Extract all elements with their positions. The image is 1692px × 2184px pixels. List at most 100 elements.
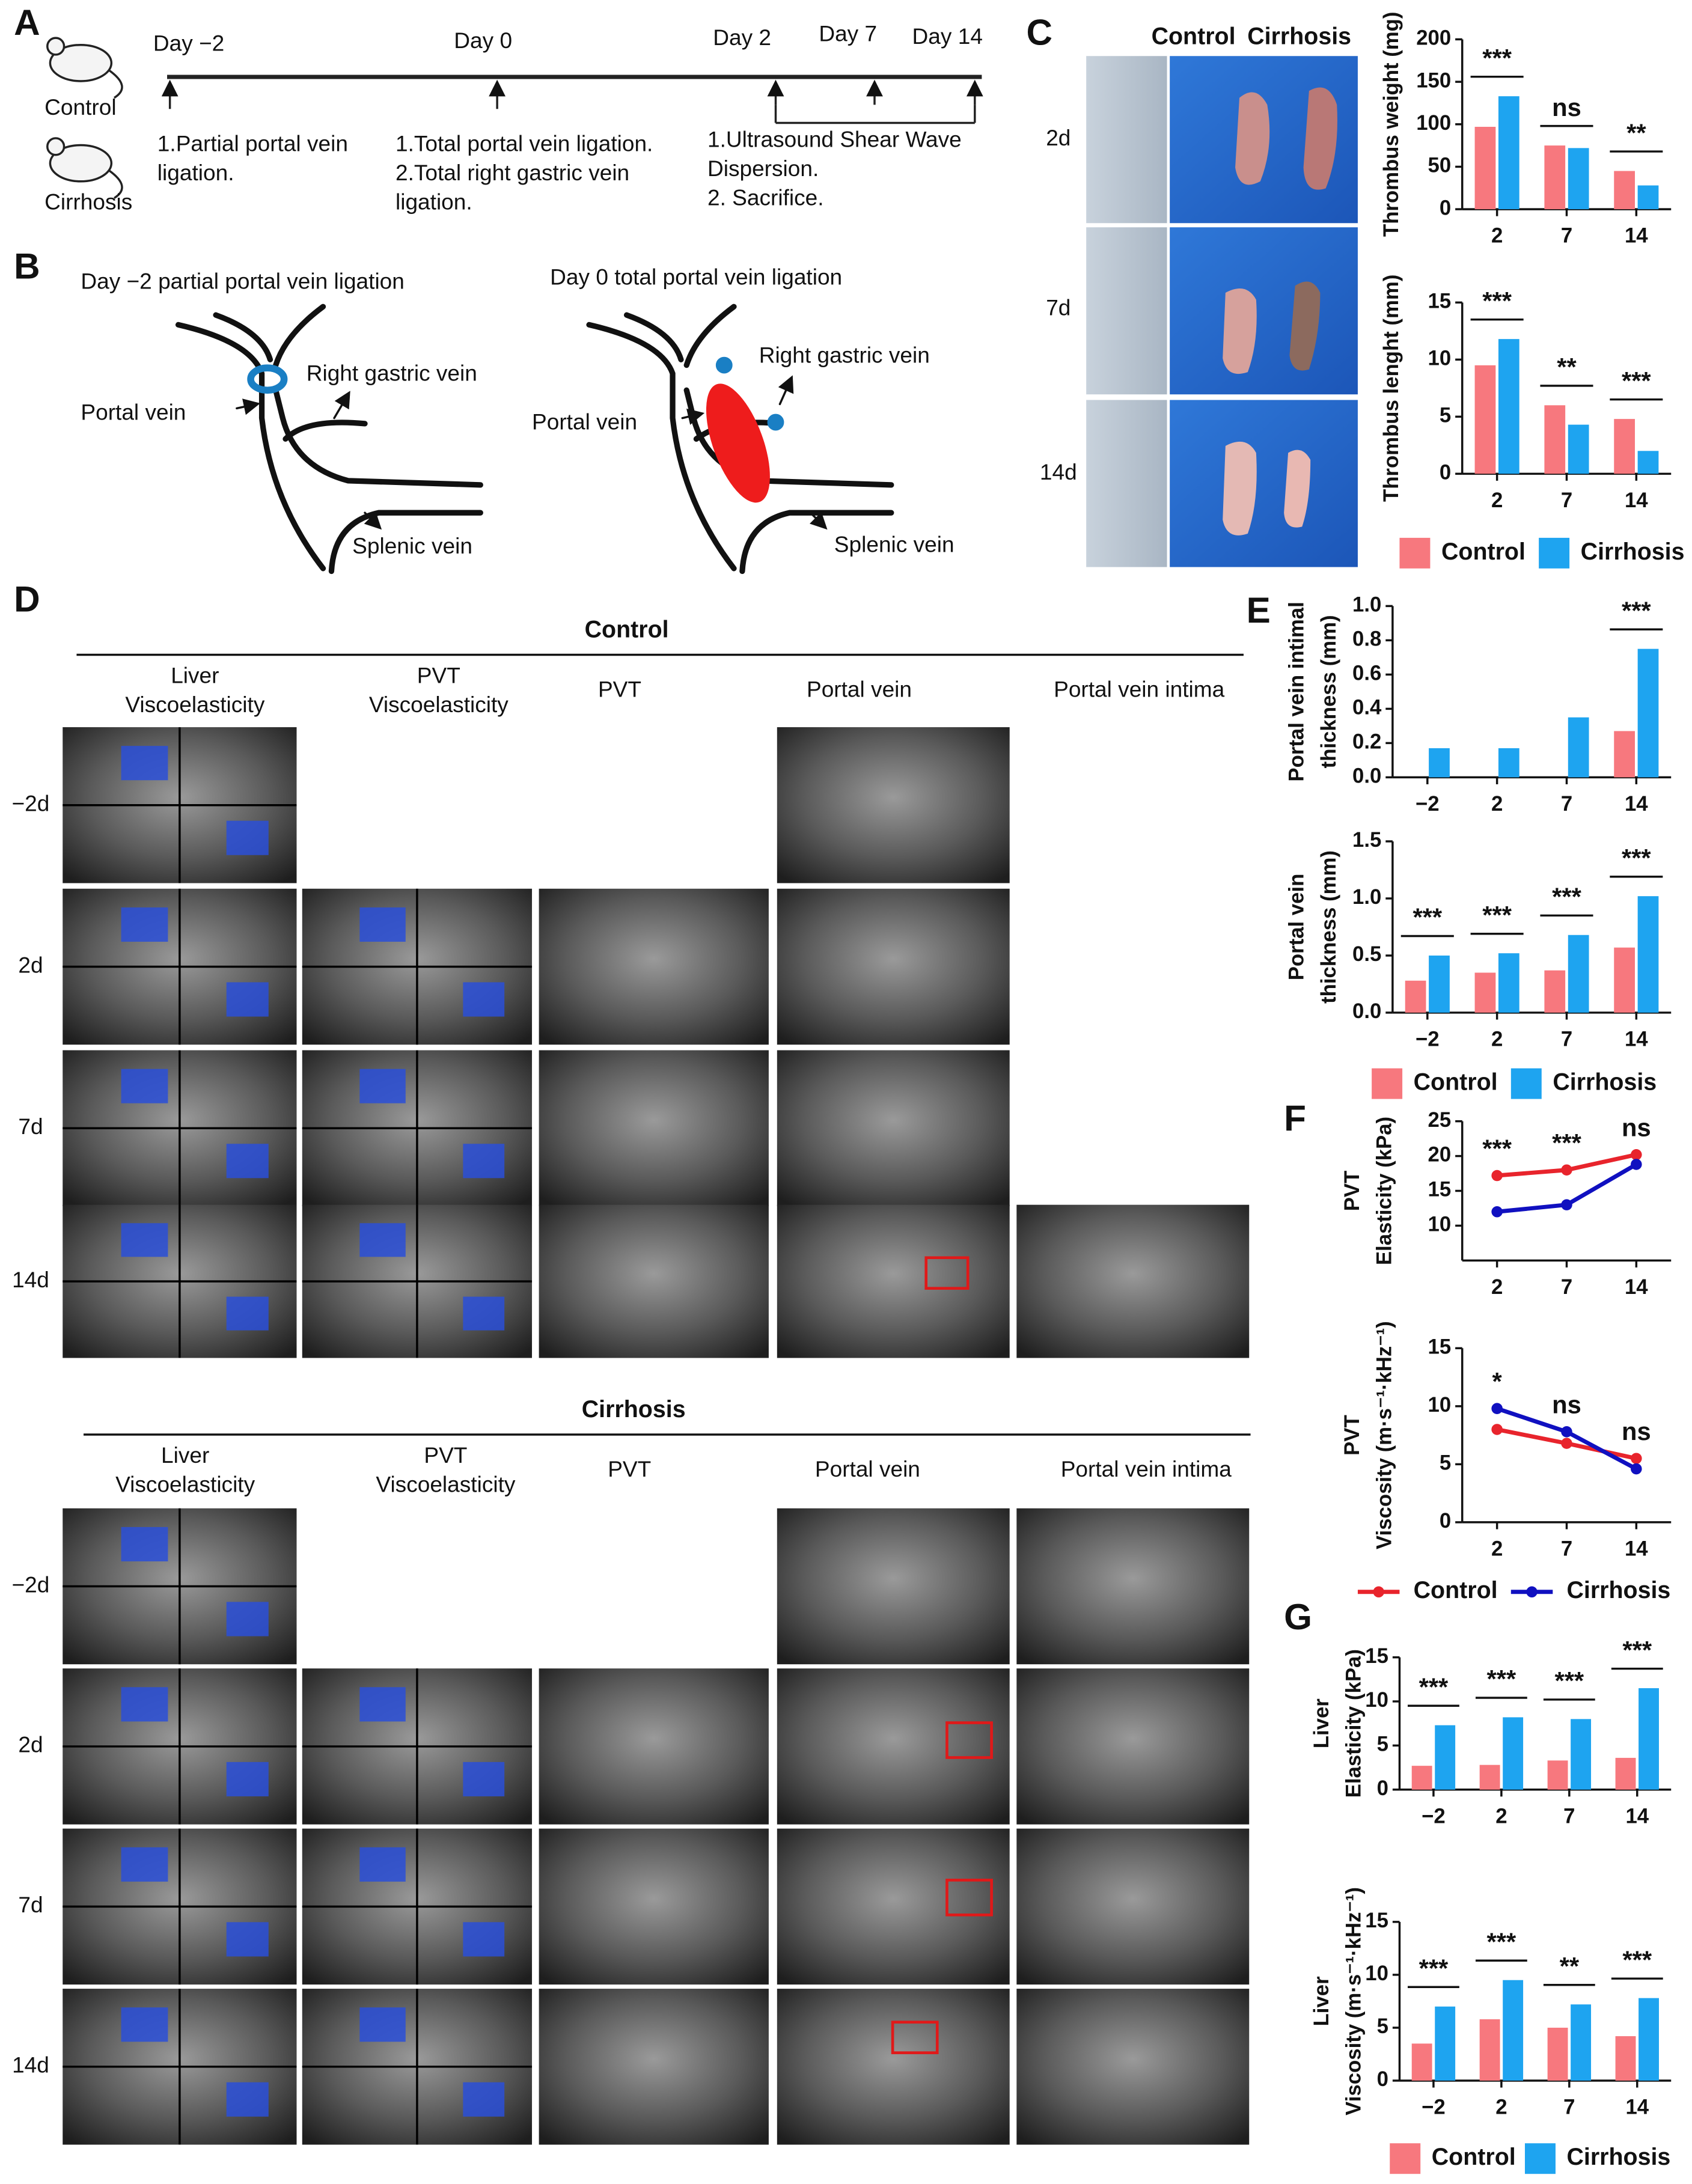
- day-label: Day 14: [912, 23, 983, 49]
- y-tick-label: 10: [1428, 1394, 1452, 1417]
- y-tick-label: 5: [1440, 1452, 1451, 1475]
- column-header: PVT: [598, 677, 641, 702]
- bar: [1435, 1725, 1456, 1790]
- row-label: 7d: [18, 1892, 43, 1917]
- ultrasound-image: [777, 727, 1010, 883]
- y-axis-label: thickness (mm): [1318, 850, 1340, 1004]
- bar: [1615, 2036, 1636, 2081]
- day-label: Day 2: [713, 25, 771, 50]
- vessel-label: Right gastric vein: [759, 342, 930, 367]
- y-tick-label: 0.0: [1352, 765, 1381, 788]
- bar: [1614, 171, 1635, 210]
- bar: [1571, 2004, 1592, 2081]
- bar: [1614, 947, 1635, 1013]
- legend-label: Cirrhosis: [1566, 2144, 1670, 2170]
- panel-label: G: [1284, 1596, 1312, 1637]
- row-label: −2d: [12, 791, 50, 816]
- bar: [1568, 935, 1589, 1013]
- y-tick-label: 0: [1377, 2068, 1388, 2091]
- step-text: Dispersion.: [707, 156, 819, 181]
- column-header: Liver: [161, 1442, 209, 1468]
- legend-swatch: [1390, 2143, 1421, 2174]
- elastography-roi: [359, 1069, 406, 1103]
- y-tick-label: 5: [1440, 404, 1451, 427]
- ultrasound-image: [539, 1050, 769, 1206]
- bar: [1637, 185, 1659, 210]
- y-axis-label: PVT: [1341, 1171, 1364, 1212]
- elastography-roi: [463, 982, 505, 1017]
- ultrasound-image: [539, 1668, 769, 1825]
- y-tick-label: 200: [1416, 27, 1451, 50]
- y-tick-label: 0.0: [1352, 1000, 1381, 1023]
- bar: [1474, 972, 1496, 1013]
- point: [1631, 1159, 1642, 1170]
- y-tick-label: 0.6: [1352, 662, 1381, 685]
- x-tick-label: 7: [1561, 793, 1572, 816]
- significance: ns: [1552, 1391, 1581, 1419]
- vessel-label: Splenic vein: [352, 533, 472, 558]
- column-header: Portal vein: [815, 1456, 920, 1481]
- x-tick-label: 2: [1495, 2096, 1507, 2118]
- elastography-roi: [359, 907, 406, 942]
- ultrasound-image: [777, 1508, 1010, 1665]
- significance: ***: [1487, 1927, 1516, 1956]
- y-tick-label: 15: [1428, 1335, 1452, 1358]
- bar: [1405, 980, 1426, 1013]
- legend-label: Control: [1441, 538, 1526, 565]
- ultrasound-image: [1016, 1989, 1250, 2145]
- legend-swatch: [1510, 1068, 1542, 1099]
- y-tick-label: 0.4: [1352, 697, 1382, 719]
- column-header: PVT: [417, 662, 460, 688]
- day-label: Day 7: [819, 20, 877, 46]
- elastography-roi: [121, 1223, 168, 1257]
- point: [1561, 1426, 1572, 1438]
- y-axis-label: Liver: [1310, 1976, 1333, 2026]
- bar: [1639, 1998, 1659, 2081]
- bar: [1474, 127, 1496, 210]
- point: [1631, 1148, 1642, 1161]
- column-header: Viscoelasticity: [115, 1471, 255, 1496]
- x-tick-label: 2: [1495, 1805, 1507, 1828]
- row-label: 2d: [1046, 125, 1070, 150]
- legend-swatch: [1373, 1586, 1384, 1598]
- roi-box: [945, 1879, 993, 1917]
- elastography-roi: [121, 1847, 168, 1882]
- legend-swatch: [1372, 1068, 1403, 1099]
- significance: ***: [1482, 44, 1512, 72]
- elastography-roi: [463, 1296, 505, 1331]
- step-text: 1.Total portal vein ligation.: [396, 130, 653, 156]
- legend-label: Cirrhosis: [1553, 1069, 1657, 1096]
- column-header: Viscoelasticity: [376, 1471, 515, 1496]
- bar: [1544, 405, 1566, 474]
- ultrasound-image: [777, 1050, 1010, 1206]
- y-tick-label: 1.0: [1352, 594, 1381, 617]
- section-title: Cirrhosis: [582, 1396, 686, 1423]
- bar: [1568, 717, 1589, 778]
- point: [1561, 1199, 1572, 1210]
- panel-label: B: [14, 246, 40, 287]
- y-tick-label: 0.2: [1352, 731, 1381, 754]
- column-header: Portal vein: [807, 677, 912, 702]
- y-tick-label: 5: [1377, 2015, 1388, 2038]
- legend-label: Cirrhosis: [1581, 538, 1685, 565]
- significance: ***: [1419, 1673, 1449, 1701]
- y-tick-label: 0: [1440, 461, 1451, 484]
- elastography-roi: [226, 1922, 269, 1957]
- step-text: ligation.: [396, 189, 472, 215]
- bar: [1498, 748, 1519, 778]
- column-label: Cirrhosis: [1247, 23, 1351, 50]
- x-tick-label: 14: [1625, 225, 1648, 248]
- bar: [1498, 953, 1519, 1013]
- elastography-roi: [463, 1922, 505, 1957]
- x-tick-label: 14: [1625, 1805, 1649, 1828]
- step-text: 2.Total right gastric vein: [396, 160, 629, 185]
- vessel-label: Portal vein: [532, 409, 637, 435]
- elastography-roi: [121, 907, 168, 942]
- bar: [1637, 648, 1659, 778]
- bar: [1503, 1980, 1524, 2081]
- panel-label: C: [1027, 11, 1053, 52]
- y-tick-label: 15: [1365, 1645, 1388, 1668]
- day-label: Day 0: [454, 28, 512, 53]
- point: [1561, 1164, 1572, 1176]
